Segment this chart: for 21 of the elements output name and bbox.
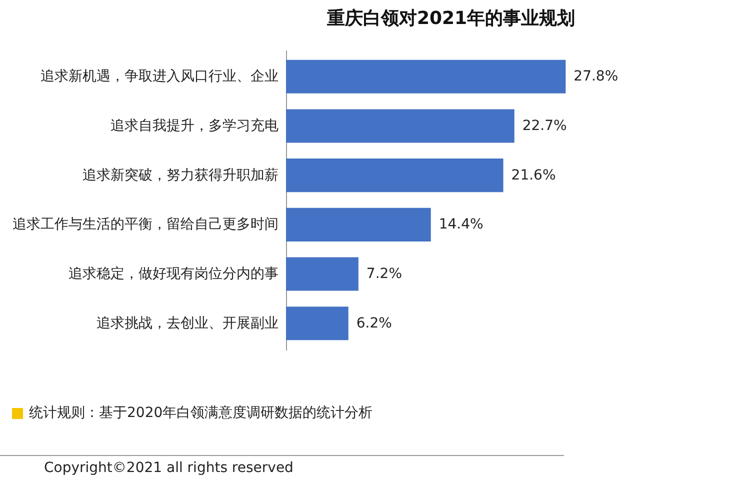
chart-title: 重庆白领对2021年的事业规划 bbox=[326, 8, 576, 29]
y-tick-label: 追求新机遇，争取进入风口行业、企业 bbox=[40, 68, 278, 85]
data-label: 14.4% bbox=[438, 216, 484, 233]
data-label: 22.7% bbox=[522, 118, 567, 134]
data-label: 27.8% bbox=[574, 68, 618, 85]
text: Copyright©2021 all rights reserved bbox=[0, 455, 564, 476]
data-label: 7.2% bbox=[366, 266, 402, 282]
data-label: 21.6% bbox=[511, 167, 556, 184]
bar bbox=[286, 306, 348, 340]
y-tick-label: 追求新突破，努力获得升职加薪 bbox=[82, 167, 278, 184]
bar bbox=[286, 158, 504, 192]
bar bbox=[286, 60, 566, 94]
data-label: 6.2% bbox=[356, 315, 392, 332]
bar bbox=[286, 257, 358, 291]
text: 统计规则：基于2020年白领满意度调研数据的统计分析 bbox=[29, 404, 373, 422]
y-tick-label: 追求工作与生活的平衡，留给自己更多时间 bbox=[12, 216, 278, 233]
bar bbox=[286, 109, 514, 143]
y-tick-label: 追求稳定，做好现有岗位分内的事 bbox=[68, 266, 278, 282]
bar bbox=[286, 208, 431, 242]
y-tick-label: 追求自我提升，多学习充电 bbox=[110, 118, 278, 134]
y-tick-label: 追求挑战，去创业、开展副业 bbox=[96, 315, 278, 332]
